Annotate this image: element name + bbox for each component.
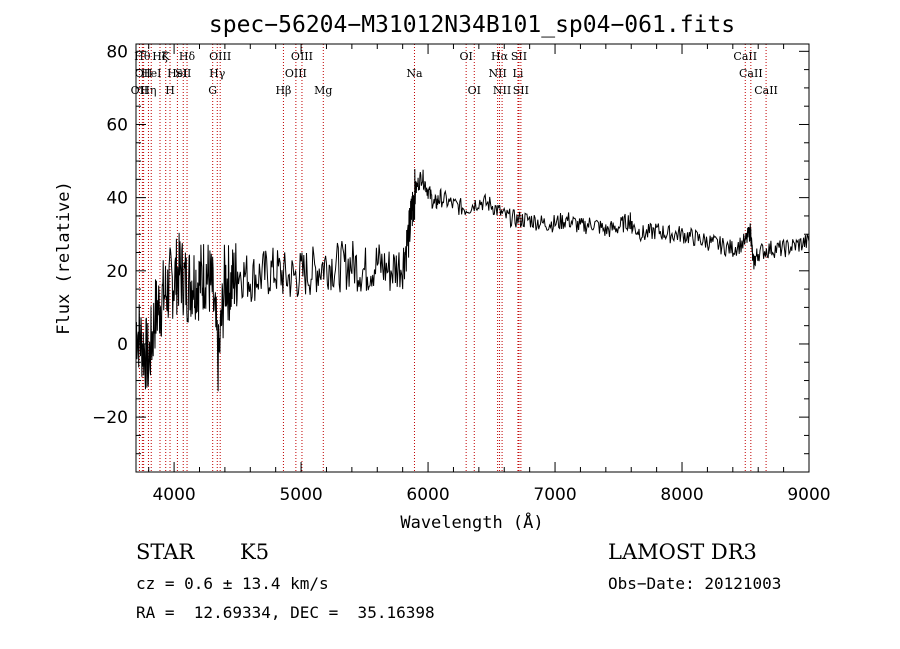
- emission-line-label: CaII: [754, 84, 778, 97]
- emission-line-label: Hβ: [275, 84, 291, 97]
- y-tick-label: 0: [117, 335, 128, 355]
- emission-line-label: Li: [513, 67, 524, 80]
- emission-line-markers: OIIHθOIIHηHeIHζKHHeISIIHδGHγOIIIHβOIIIOI…: [131, 44, 778, 472]
- emission-line-label: Hη: [140, 84, 156, 97]
- plot-frame: [135, 43, 810, 473]
- emission-line-label: OIII: [285, 67, 307, 80]
- x-tick-label: 4000: [152, 485, 195, 505]
- x-tick-label: 8000: [660, 485, 703, 505]
- y-tick-label: −20: [92, 408, 128, 428]
- redshift-cz: cz = 0.6 ± 13.4 km/s: [136, 574, 329, 593]
- spectrum-series-line: [135, 168, 810, 392]
- emission-line-label: NII: [488, 67, 506, 80]
- emission-line-label: Hα: [491, 50, 509, 63]
- y-tick-label: 60: [106, 115, 128, 135]
- emission-line-label: SII: [511, 50, 527, 63]
- emission-line-label: HeI: [141, 67, 161, 80]
- emission-line-label: Hθ: [134, 50, 151, 63]
- obs-date: Obs−Date: 20121003: [608, 574, 782, 593]
- emission-line-label: G: [208, 84, 217, 97]
- emission-line-label: Hζ: [152, 50, 168, 63]
- emission-line-label: NII: [493, 84, 511, 97]
- emission-line-label: CaII: [733, 50, 757, 63]
- emission-line-label: Mg: [314, 84, 332, 97]
- x-tick-label: 6000: [406, 485, 449, 505]
- emission-line-label: OIII: [209, 50, 231, 63]
- x-tick-label: 5000: [279, 485, 322, 505]
- object-subclass: K5: [240, 540, 270, 564]
- x-tick-label: 9000: [787, 485, 830, 505]
- survey-name: LAMOST DR3: [608, 540, 757, 564]
- object-class: STAR: [136, 540, 195, 564]
- y-axis: −20 0 20 40 60 80: [92, 42, 809, 455]
- x-axis: 4000 5000 6000 7000 8000 9000: [148, 44, 831, 505]
- x-tick-label: 7000: [533, 485, 576, 505]
- coordinates: RA = 12.69334, DEC = 35.16398: [136, 603, 435, 622]
- emission-line-label: Hγ: [209, 67, 226, 80]
- emission-line-label: K: [162, 50, 171, 63]
- emission-line-label: SII: [175, 67, 191, 80]
- emission-line-label: Hδ: [179, 50, 196, 63]
- y-axis-label: Flux (relative): [54, 181, 74, 335]
- y-tick-label: 40: [106, 189, 128, 209]
- emission-line-label: OIII: [291, 50, 313, 63]
- emission-line-label: OII: [135, 67, 153, 80]
- x-axis-label: Wavelength (Å): [400, 511, 543, 533]
- y-tick-label: 80: [106, 42, 128, 62]
- emission-line-label: OI: [459, 50, 472, 63]
- chart-title: spec−56204−M31012N34B101_sp04−061.fits: [209, 12, 735, 38]
- emission-line-label: SII: [513, 84, 529, 97]
- emission-line-label: H: [165, 84, 175, 97]
- y-tick-label: 20: [106, 262, 128, 282]
- emission-line-label: OI: [468, 84, 481, 97]
- emission-line-label: CaII: [739, 67, 763, 80]
- emission-line-label: HeI: [167, 67, 187, 80]
- emission-line-label: Na: [406, 67, 423, 80]
- emission-line-label: OII: [131, 84, 149, 97]
